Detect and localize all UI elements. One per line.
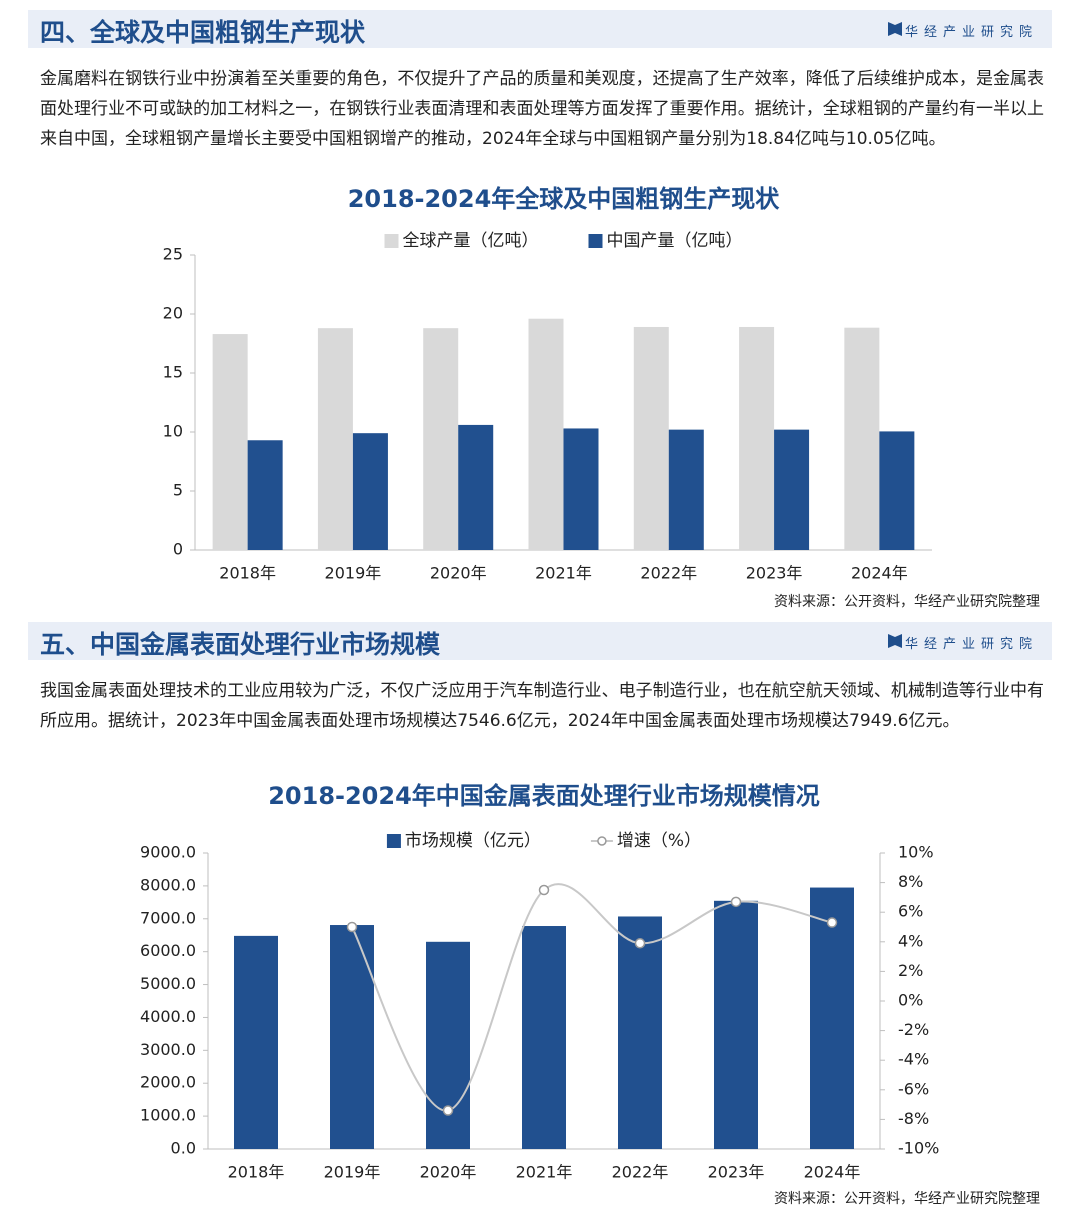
bar xyxy=(668,429,704,550)
x-tick-label: 2023年 xyxy=(746,564,803,583)
x-tick-label: 2023年 xyxy=(708,1163,765,1182)
legend-label: 全球产量（亿吨） xyxy=(403,231,539,251)
brand: 华经产业研究院 xyxy=(904,25,1038,40)
y-tick-label: 6000.0 xyxy=(140,941,196,960)
brand-icon xyxy=(888,634,902,648)
bar xyxy=(879,431,915,550)
line xyxy=(351,883,833,1112)
y2-tick-label: 10% xyxy=(898,843,934,862)
bar xyxy=(563,428,599,550)
x-tick-label: 2020年 xyxy=(420,1163,477,1182)
y-tick-label: 25 xyxy=(163,245,183,264)
source-note: 资料来源：公开资料，华经产业研究院整理 xyxy=(774,1191,1040,1207)
point xyxy=(346,921,358,933)
paragraph: 金属磨料在钢铁行业中扮演着至关重要的角色，不仅提升了产品的质量和美观度，还提高了… xyxy=(40,69,1044,149)
source-note: 资料来源：公开资料，华经产业研究院整理 xyxy=(774,594,1040,610)
x-tick-label: 2019年 xyxy=(325,564,382,583)
point xyxy=(538,884,550,896)
legend-label: 增速（%） xyxy=(617,831,701,851)
x-tick-label: 2021年 xyxy=(516,1163,573,1182)
bar xyxy=(352,433,388,550)
bar xyxy=(844,327,880,550)
x-tick-label: 2018年 xyxy=(219,564,276,583)
y-tick-label: 10 xyxy=(163,422,183,441)
y2-tick-label: -4% xyxy=(898,1050,929,1069)
bar xyxy=(522,926,566,1149)
section-heading: 四、全球及中国粗钢生产现状 xyxy=(40,18,366,47)
paragraph: 我国金属表面处理技术的工业应用较为广泛，不仅广泛应用于汽车制造行业、电子制造行业… xyxy=(40,681,1044,731)
point xyxy=(634,938,646,949)
y-tick-label: 8000.0 xyxy=(140,875,196,894)
y-tick-label: 15 xyxy=(163,363,183,382)
bar xyxy=(423,328,459,550)
x-tick-label: 2024年 xyxy=(804,1163,861,1182)
section-header: 四、全球及中国粗钢生产现状 华经产业研究院 xyxy=(28,10,1052,48)
y-tick-label: 1000.0 xyxy=(140,1106,196,1125)
y2-tick-label: -8% xyxy=(898,1109,929,1128)
bar xyxy=(317,328,353,550)
point xyxy=(730,896,742,908)
y2-tick-label: 6% xyxy=(898,902,923,921)
legend-label: 市场规模（亿元） xyxy=(405,831,541,851)
bar xyxy=(458,424,494,550)
bar xyxy=(618,916,662,1149)
y-tick-label: 7000.0 xyxy=(140,908,196,927)
x-tick-label: 2022年 xyxy=(612,1163,669,1182)
y2-tick-label: -6% xyxy=(898,1079,929,1098)
legend-swatch xyxy=(588,234,603,248)
y-tick-label: 5000.0 xyxy=(140,974,196,993)
y-tick-label: 9000.0 xyxy=(140,843,196,862)
y2-tick-label: -2% xyxy=(898,1020,929,1039)
brand: 华经产业研究院 xyxy=(904,637,1038,652)
bar xyxy=(330,925,374,1149)
y2-tick-label: 8% xyxy=(898,872,923,891)
bar xyxy=(810,887,854,1149)
x-tick-label: 2019年 xyxy=(324,1163,381,1182)
y-tick-label: 3000.0 xyxy=(140,1040,196,1059)
y2-tick-label: 2% xyxy=(898,961,923,980)
y2-tick-label: 4% xyxy=(898,931,923,950)
bar xyxy=(774,429,810,550)
bar xyxy=(212,334,248,550)
legend-swatch xyxy=(384,234,399,248)
bar xyxy=(633,326,669,550)
y-tick-label: 5 xyxy=(173,481,183,500)
bar xyxy=(714,900,758,1149)
bar xyxy=(247,440,283,550)
y2-tick-label: 0% xyxy=(898,991,923,1010)
chart-title: 2018-2024年中国金属表面处理行业市场规模情况 xyxy=(268,782,820,810)
x-tick-label: 2018年 xyxy=(228,1163,285,1182)
y2-tick-label: -10% xyxy=(898,1139,939,1158)
x-tick-label: 2020年 xyxy=(430,564,487,583)
brand-icon xyxy=(888,22,902,36)
x-tick-label: 2021年 xyxy=(535,564,592,583)
section-header: 五、中国金属表面处理行业市场规模 华经产业研究院 xyxy=(28,622,1052,660)
y-tick-label: 20 xyxy=(163,304,183,323)
legend-swatch xyxy=(386,834,401,848)
y-tick-label: 0 xyxy=(173,540,183,559)
y-tick-label: 4000.0 xyxy=(140,1007,196,1026)
section-heading: 五、中国金属表面处理行业市场规模 xyxy=(40,630,441,659)
y-tick-label: 0.0 xyxy=(171,1139,196,1158)
x-tick-label: 2022年 xyxy=(640,564,697,583)
point xyxy=(826,917,838,928)
bar xyxy=(739,326,775,550)
point xyxy=(442,1105,454,1116)
bar xyxy=(234,935,278,1149)
bar xyxy=(426,941,470,1149)
legend-marker xyxy=(597,836,607,846)
bar xyxy=(528,318,564,550)
chart-title: 2018-2024年全球及中国粗钢生产现状 xyxy=(348,185,781,213)
y-tick-label: 2000.0 xyxy=(140,1073,196,1092)
x-tick-label: 2024年 xyxy=(851,564,908,583)
legend-label: 中国产量（亿吨） xyxy=(607,231,743,251)
